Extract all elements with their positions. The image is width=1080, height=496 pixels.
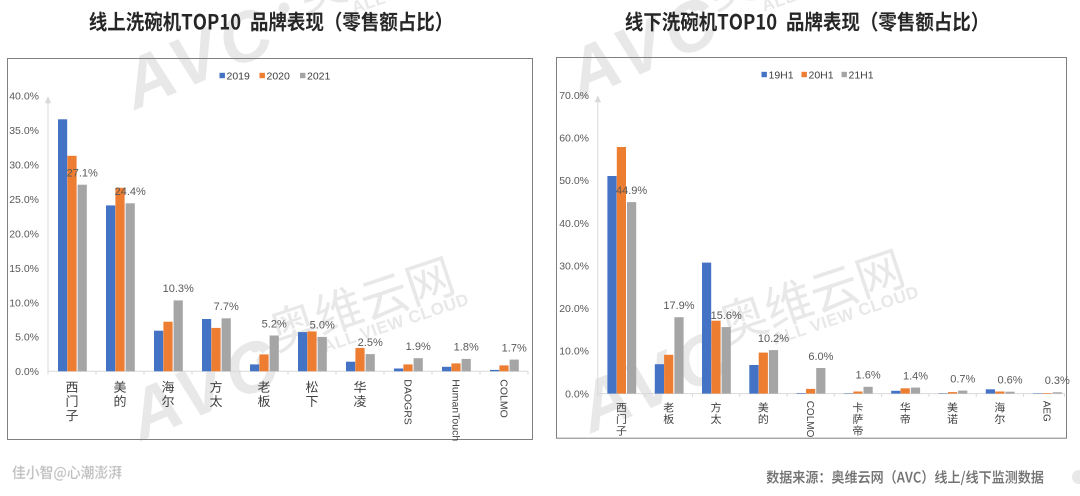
svg-text:70.0%: 70.0% <box>559 90 589 102</box>
svg-text:1.6%: 1.6% <box>856 370 881 382</box>
svg-text:0.7%: 0.7% <box>950 373 975 385</box>
svg-text:24.4%: 24.4% <box>115 186 146 198</box>
svg-text:35.0%: 35.0% <box>9 125 39 137</box>
svg-text:30.0%: 30.0% <box>9 160 39 172</box>
svg-text:2.5%: 2.5% <box>358 337 383 349</box>
svg-text:15.6%: 15.6% <box>711 310 742 322</box>
svg-text:40.0%: 40.0% <box>9 91 39 103</box>
svg-text:10.0%: 10.0% <box>9 297 39 309</box>
svg-text:1.8%: 1.8% <box>454 342 479 354</box>
svg-text:20.0%: 20.0% <box>559 303 589 315</box>
svg-text:2019: 2019 <box>227 70 251 82</box>
svg-text:20.0%: 20.0% <box>9 228 39 240</box>
svg-text:DAOGRS: DAOGRS <box>401 379 413 425</box>
svg-text:0.0%: 0.0% <box>15 366 39 378</box>
svg-text:7.7%: 7.7% <box>214 301 239 313</box>
svg-text:6.0%: 6.0% <box>808 351 833 363</box>
svg-text:0.3%: 0.3% <box>1045 375 1070 387</box>
svg-text:5.2%: 5.2% <box>262 318 287 330</box>
svg-text:1.9%: 1.9% <box>406 341 431 353</box>
svg-text:17.9%: 17.9% <box>663 300 694 312</box>
svg-text:19H1: 19H1 <box>769 69 794 81</box>
svg-text:15.0%: 15.0% <box>9 263 39 275</box>
svg-text:44.9%: 44.9% <box>616 185 647 197</box>
svg-text:5.0%: 5.0% <box>310 320 335 332</box>
svg-text:10.0%: 10.0% <box>559 346 589 358</box>
svg-text:27.1%: 27.1% <box>67 168 98 180</box>
svg-text:25.0%: 25.0% <box>9 194 39 206</box>
svg-text:2021: 2021 <box>307 70 331 82</box>
svg-text:1.4%: 1.4% <box>903 370 928 382</box>
svg-text:60.0%: 60.0% <box>559 132 589 144</box>
svg-text:AEG: AEG <box>1041 401 1052 422</box>
svg-text:20H1: 20H1 <box>809 69 834 81</box>
svg-text:10.2%: 10.2% <box>758 333 789 345</box>
svg-text:0.0%: 0.0% <box>565 388 589 400</box>
svg-text:10.3%: 10.3% <box>163 283 194 295</box>
svg-text:0.6%: 0.6% <box>997 375 1022 387</box>
svg-text:30.0%: 30.0% <box>559 260 589 272</box>
svg-text:5.0%: 5.0% <box>15 332 39 344</box>
svg-text:2020: 2020 <box>267 70 291 82</box>
svg-text:COLMO: COLMO <box>497 379 509 418</box>
svg-text:HumanTouch: HumanTouch <box>449 379 461 441</box>
svg-text:21H1: 21H1 <box>849 69 874 81</box>
svg-text:COLMO: COLMO <box>804 401 815 438</box>
svg-text:50.0%: 50.0% <box>559 175 589 187</box>
svg-text:40.0%: 40.0% <box>559 218 589 230</box>
svg-text:1.7%: 1.7% <box>502 342 527 354</box>
